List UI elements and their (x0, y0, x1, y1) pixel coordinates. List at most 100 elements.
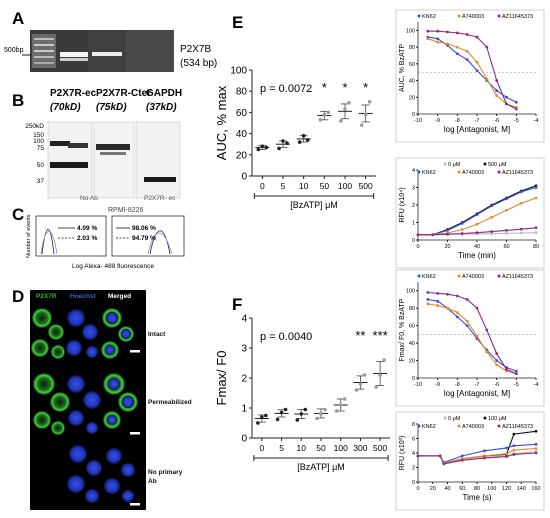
data-point (305, 138, 310, 142)
data-point (260, 144, 265, 149)
legend-label: 0 μM (448, 416, 461, 422)
legend-label: AZ11645373 (502, 14, 533, 20)
micro-row-no-primary (67, 445, 140, 506)
series-point (465, 33, 469, 36)
x-tick-label: -10 (414, 382, 422, 388)
series-line (427, 38, 517, 108)
data-point (334, 409, 339, 413)
lane-label-hek: HEK293-P2X7 (92, 0, 130, 31)
panel-letter-b: B (12, 91, 24, 110)
legend-marker (483, 416, 487, 420)
x-tick-label: -10 (414, 118, 422, 124)
x-tick-label: 0 (259, 443, 264, 453)
series-point (505, 95, 508, 99)
blot-gapdh (135, 121, 181, 199)
panel-letter-d: D (12, 287, 24, 306)
y-tick-label: 20 (409, 95, 415, 101)
x-tick-label: -8 (455, 118, 460, 124)
p-value: p = 0.0072 (260, 83, 312, 95)
x-tick-label: 80 (533, 244, 539, 250)
series-line (427, 36, 517, 103)
micro-row-intact-label: Intact (148, 331, 166, 338)
legend-marker (497, 170, 501, 174)
series-point (438, 454, 442, 458)
x-tick-label: 40 (474, 244, 480, 250)
data-point (359, 123, 364, 127)
ladder-100: 100 (33, 138, 44, 145)
wb-kd-gapdh: (37kD) (146, 102, 177, 113)
x-axis-label: [BzATP] μM (297, 462, 345, 472)
series-line (427, 298, 517, 372)
data-point (339, 119, 343, 123)
y-tick-label: 80 (409, 306, 415, 312)
data-point (343, 107, 347, 112)
ladder-75: 75 (37, 145, 45, 152)
x-tick-label: 100 (338, 181, 352, 191)
series-point (436, 299, 440, 303)
data-point (347, 101, 351, 105)
data-point (283, 407, 288, 412)
x-tick-label: 0 (260, 181, 265, 191)
series-point (505, 455, 508, 459)
blot-ec (47, 121, 93, 199)
ladder-37: 37 (37, 178, 45, 185)
series-point (495, 363, 499, 367)
y-tick-label: 100 (406, 28, 415, 34)
legend-label: AZ11645373 (502, 424, 533, 430)
x-tick-label: 10 (297, 443, 307, 453)
legend-label: A740003 (462, 274, 484, 280)
series-point (475, 334, 479, 338)
series-point (455, 315, 459, 319)
series-point (436, 304, 440, 307)
flow-right-stat-1: 98.06 % (132, 225, 156, 232)
series-point (514, 107, 518, 111)
legend-label: 0 μM (448, 162, 461, 168)
x-tick-label: -9 (435, 118, 440, 124)
series-point (534, 226, 538, 230)
legend-label: 500 μM (488, 162, 507, 168)
series-point (475, 231, 479, 235)
x-axis-label: log [Antagonist, M] (444, 389, 510, 398)
legend-label: KN62 (422, 274, 436, 280)
series-point (460, 458, 464, 462)
y-tick-label: 60 (409, 324, 415, 330)
series-point (505, 446, 508, 450)
x-tick-label: -5 (514, 118, 519, 124)
y-tick-label: 20 (236, 150, 248, 161)
x-tick-label: 60 (459, 486, 465, 492)
y-tick-label: 80 (236, 87, 248, 98)
series-point (519, 190, 523, 194)
series-point (460, 228, 464, 231)
micro-row-permeabilized-label: Permeabilized (148, 399, 192, 406)
series-point (426, 29, 430, 33)
series-point (475, 69, 479, 72)
chart-f-fmax: 0 1 2 3 4 0 5 10 50 100 300 ** 500 *** p = 0.0040 Fmax/… (214, 314, 390, 472)
y-axis-label: Fmax/ F0 (214, 351, 229, 406)
x-tick-label: -4 (534, 382, 539, 388)
data-point (295, 418, 300, 422)
series-point (512, 453, 516, 456)
y-tick-label: 6 (412, 437, 415, 443)
series-point (436, 29, 440, 33)
data-point (315, 416, 319, 421)
flow-plot-right (111, 215, 185, 257)
series-point (490, 232, 494, 236)
x-tick-label: 0 (416, 486, 419, 492)
y-tick-label: 3 (412, 186, 415, 192)
x-tick-label: 0 (416, 244, 419, 250)
legend-label: KN62 (422, 14, 436, 20)
data-point (354, 388, 359, 392)
y-tick-label: 1 (412, 221, 415, 227)
series-point (485, 350, 489, 354)
series-point (505, 452, 508, 456)
series-point (446, 228, 449, 232)
legend-marker (483, 162, 487, 166)
legend-label: AZ11645373 (502, 170, 533, 176)
x-tick-label: 50 (316, 443, 326, 453)
x-tick-label: 5 (279, 443, 284, 453)
series-line (427, 30, 517, 110)
series-point (460, 221, 464, 225)
data-point (367, 100, 372, 104)
data-point (322, 112, 327, 117)
y-tick-label: 4 (412, 451, 415, 457)
